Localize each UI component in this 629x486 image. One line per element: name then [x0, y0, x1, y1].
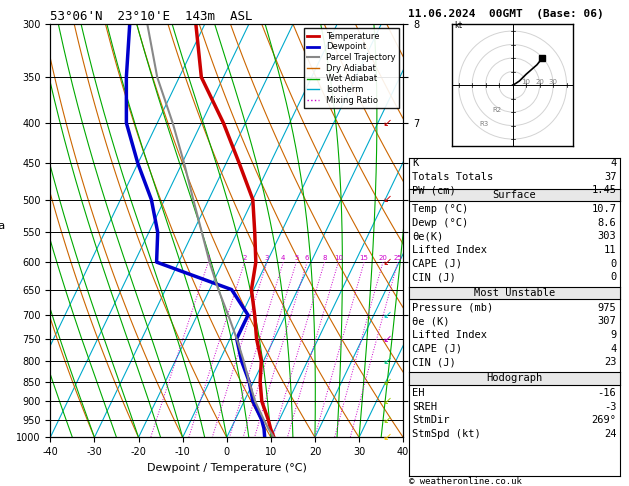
Text: Mixing Ratio (g/kg): Mixing Ratio (g/kg) — [431, 188, 440, 274]
Text: 0: 0 — [610, 259, 616, 269]
Text: StmSpd (kt): StmSpd (kt) — [412, 429, 481, 439]
Text: 11: 11 — [604, 245, 616, 255]
Text: 24: 24 — [604, 429, 616, 439]
Text: 6: 6 — [305, 255, 309, 261]
Text: K: K — [412, 158, 418, 168]
Text: ↙: ↙ — [382, 396, 391, 406]
Text: 2: 2 — [242, 255, 247, 261]
Text: 25: 25 — [393, 255, 402, 261]
Text: ↙: ↙ — [382, 377, 391, 387]
Text: 4: 4 — [610, 158, 616, 168]
Text: 303: 303 — [598, 231, 616, 242]
Text: ↙: ↙ — [382, 433, 391, 442]
Text: ↙: ↙ — [382, 356, 391, 366]
Text: 0: 0 — [610, 272, 616, 282]
Text: Lifted Index: Lifted Index — [412, 245, 487, 255]
Text: CIN (J): CIN (J) — [412, 357, 456, 367]
Text: StmDir: StmDir — [412, 415, 450, 425]
Text: ↙: ↙ — [382, 334, 391, 344]
Y-axis label: km
ASL: km ASL — [424, 231, 442, 252]
Text: ↙: ↙ — [382, 415, 391, 425]
Text: 4: 4 — [281, 255, 286, 261]
Text: Lifted Index: Lifted Index — [412, 330, 487, 340]
Text: 1.45: 1.45 — [591, 185, 616, 195]
Text: 4: 4 — [610, 344, 616, 354]
Text: 10: 10 — [521, 79, 531, 85]
Text: Pressure (mb): Pressure (mb) — [412, 303, 493, 313]
Text: ↙: ↙ — [382, 118, 391, 128]
Text: CAPE (J): CAPE (J) — [412, 259, 462, 269]
Text: -3: -3 — [604, 401, 616, 412]
Text: 37: 37 — [604, 172, 616, 182]
Text: ↙: ↙ — [382, 257, 391, 267]
Text: -16: -16 — [598, 388, 616, 398]
Text: 11.06.2024  00GMT  (Base: 06): 11.06.2024 00GMT (Base: 06) — [408, 9, 603, 19]
Text: ↙: ↙ — [382, 310, 391, 320]
Text: 30: 30 — [548, 79, 558, 85]
Text: R3: R3 — [479, 121, 488, 126]
Text: ↙: ↙ — [382, 194, 391, 205]
Text: LCL: LCL — [410, 419, 425, 428]
Text: 3: 3 — [265, 255, 269, 261]
Text: CAPE (J): CAPE (J) — [412, 344, 462, 354]
Text: Temp (°C): Temp (°C) — [412, 204, 468, 214]
Text: 1: 1 — [206, 255, 211, 261]
Text: PW (cm): PW (cm) — [412, 185, 456, 195]
Text: Totals Totals: Totals Totals — [412, 172, 493, 182]
Text: SREH: SREH — [412, 401, 437, 412]
Text: 15: 15 — [360, 255, 369, 261]
Text: 8: 8 — [322, 255, 326, 261]
Text: θe(K): θe(K) — [412, 231, 443, 242]
Text: Surface: Surface — [493, 190, 536, 200]
Legend: Temperature, Dewpoint, Parcel Trajectory, Dry Adiabat, Wet Adiabat, Isotherm, Mi: Temperature, Dewpoint, Parcel Trajectory… — [304, 29, 399, 108]
Text: 8.6: 8.6 — [598, 218, 616, 228]
Text: 269°: 269° — [591, 415, 616, 425]
X-axis label: Dewpoint / Temperature (°C): Dewpoint / Temperature (°C) — [147, 463, 307, 473]
Text: 23: 23 — [604, 357, 616, 367]
Text: Dewp (°C): Dewp (°C) — [412, 218, 468, 228]
Text: © weatheronline.co.uk: © weatheronline.co.uk — [409, 477, 521, 486]
Text: kt: kt — [455, 21, 463, 30]
Text: 9: 9 — [610, 330, 616, 340]
Text: 53°06'N  23°10'E  143m  ASL: 53°06'N 23°10'E 143m ASL — [50, 10, 253, 23]
Text: 975: 975 — [598, 303, 616, 313]
Text: EH: EH — [412, 388, 425, 398]
Text: 20: 20 — [379, 255, 387, 261]
Text: Most Unstable: Most Unstable — [474, 288, 555, 298]
Y-axis label: hPa: hPa — [0, 221, 6, 231]
Text: 10.7: 10.7 — [591, 204, 616, 214]
Text: 5: 5 — [294, 255, 299, 261]
Text: CIN (J): CIN (J) — [412, 272, 456, 282]
Text: 307: 307 — [598, 316, 616, 327]
Text: 20: 20 — [535, 79, 544, 85]
Text: θe (K): θe (K) — [412, 316, 450, 327]
Text: 10: 10 — [334, 255, 343, 261]
Text: Hodograph: Hodograph — [486, 373, 542, 383]
Text: R2: R2 — [493, 107, 501, 113]
